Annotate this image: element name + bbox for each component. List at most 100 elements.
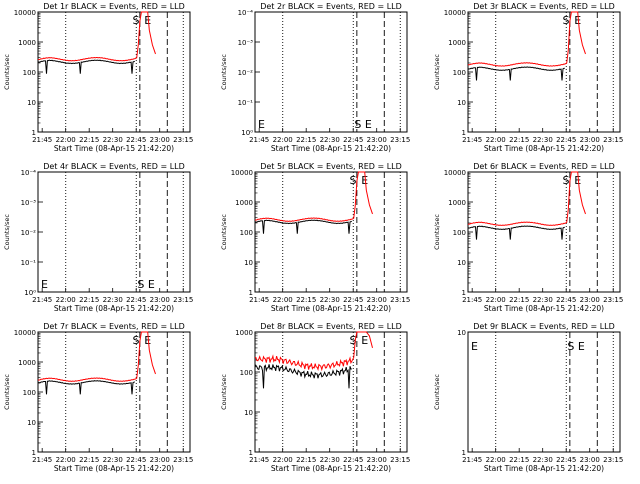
marker-end: E — [144, 334, 151, 347]
series-lld — [254, 331, 373, 372]
x-tick-label: 21:45 — [462, 456, 482, 464]
plot-frame — [254, 331, 408, 453]
x-tick-label: 22:00 — [486, 456, 506, 464]
panel-det-5: Det 5r BLACK = Events, RED = LLD 21:45 22:… — [220, 162, 410, 313]
series-lld — [37, 331, 156, 382]
series-lld — [467, 171, 586, 226]
marker-start-end: S E — [137, 278, 154, 291]
x-tick-label: 22:45 — [556, 136, 576, 144]
y-tick-label: 100 — [240, 369, 253, 377]
y-axis-label: Counts/sec — [433, 214, 441, 250]
marker-end: E — [361, 174, 368, 187]
x-tick-label: 23:00 — [367, 296, 387, 304]
y-tick-label: 100 — [240, 229, 253, 237]
x-tick-label: 21:45 — [462, 296, 482, 304]
x-tick-label: 23:15 — [173, 456, 193, 464]
x-tick-label: 22:30 — [533, 456, 553, 464]
y-tick-label: 10⁻¹ — [238, 99, 254, 107]
series-lld — [37, 11, 156, 62]
x-tick-label: 21:45 — [249, 296, 269, 304]
marker-start: S — [132, 14, 139, 27]
x-axis-label: Start Time (08-Apr-15 21:42:20) — [54, 304, 174, 313]
x-axis-label: Start Time (08-Apr-15 21:42:20) — [54, 464, 174, 473]
x-tick-label: 22:15 — [79, 136, 99, 144]
x-tick-label: 22:15 — [509, 456, 529, 464]
x-tick-label: 23:15 — [390, 296, 410, 304]
y-tick-label: 1 — [249, 289, 253, 297]
y-tick-label: 1000 — [235, 199, 253, 207]
x-tick-label: 22:00 — [56, 136, 76, 144]
panel-det-6: Det 6r BLACK = Events, RED = LLD 21:45 22:… — [433, 162, 623, 313]
series-events — [467, 225, 565, 240]
x-tick-label: 22:00 — [273, 136, 293, 144]
x-tick-label: 22:30 — [533, 136, 553, 144]
x-tick-label: 23:15 — [603, 296, 623, 304]
x-axis-label: Start Time (08-Apr-15 21:42:20) — [54, 144, 174, 153]
y-tick-label: 10000 — [231, 169, 253, 177]
panel-title: Det 1r BLACK = Events, RED = LLD — [43, 2, 185, 11]
x-tick-label: 22:00 — [56, 456, 76, 464]
y-tick-label: 1 — [462, 289, 466, 297]
panel-title: Det 7r BLACK = Events, RED = LLD — [43, 322, 185, 331]
panel-det-9: Det 9r BLACK = Events, RED = LLD 21:45 22:… — [433, 322, 623, 473]
marker-start-end: S E — [354, 118, 371, 131]
marker-end: E — [361, 334, 368, 347]
x-tick-label: 21:45 — [32, 456, 52, 464]
x-tick-label: 22:30 — [320, 136, 340, 144]
series-events — [254, 219, 352, 234]
panel-det-4: Det 4r BLACK = Events, RED = LLD 21:45 22:… — [3, 162, 193, 313]
y-tick-label: 100 — [453, 229, 466, 237]
y-tick-label: 10⁻⁴ — [238, 9, 254, 17]
series-events — [467, 66, 565, 81]
x-axis-label: Start Time (08-Apr-15 21:42:20) — [271, 464, 391, 473]
marker-end: E — [41, 278, 48, 291]
y-axis-label: Counts/sec — [3, 54, 11, 90]
y-tick-label: 1 — [462, 449, 466, 457]
y-tick-label: 10 — [457, 99, 466, 107]
x-tick-label: 23:00 — [150, 456, 170, 464]
y-axis-label: Counts/sec — [3, 214, 11, 250]
panel-title: Det 4r BLACK = Events, RED = LLD — [43, 162, 185, 171]
marker-start: S — [349, 174, 356, 187]
x-tick-label: 23:15 — [603, 136, 623, 144]
x-tick-label: 22:15 — [509, 296, 529, 304]
y-tick-label: 100 — [23, 389, 36, 397]
marker-end: E — [574, 174, 581, 187]
y-tick-label: 10 — [244, 259, 253, 267]
marker-start-end: S E — [567, 340, 584, 353]
x-tick-label: 22:30 — [103, 296, 123, 304]
y-tick-label: 1 — [462, 129, 466, 137]
marker-end: E — [471, 340, 478, 353]
plot-frame — [467, 331, 621, 453]
marker-start: S — [562, 174, 569, 187]
x-axis-label: Start Time (08-Apr-15 21:42:20) — [271, 304, 391, 313]
panel-title: Det 6r BLACK = Events, RED = LLD — [473, 162, 615, 171]
y-axis-label: Counts/sec — [3, 374, 11, 410]
y-tick-label: 10⁻² — [238, 69, 254, 77]
marker-end: E — [258, 118, 265, 131]
x-tick-label: 22:45 — [556, 456, 576, 464]
series-events — [37, 380, 135, 395]
y-tick-label: 10 — [27, 99, 36, 107]
x-tick-label: 22:45 — [126, 456, 146, 464]
x-tick-label: 22:00 — [56, 296, 76, 304]
y-tick-label: 10 — [244, 409, 253, 417]
y-tick-label: 10⁻¹ — [21, 259, 37, 267]
panel-det-3: Det 3r BLACK = Events, RED = LLD 21:45 22:… — [433, 2, 623, 153]
y-tick-label: 100 — [453, 69, 466, 77]
y-tick-label: 1 — [249, 449, 253, 457]
panel-title: Det 3r BLACK = Events, RED = LLD — [473, 2, 615, 11]
y-tick-label: 10⁰ — [241, 129, 253, 137]
x-tick-label: 22:45 — [556, 296, 576, 304]
y-tick-label: 1 — [32, 129, 36, 137]
x-tick-label: 21:45 — [32, 296, 52, 304]
y-tick-label: 10⁻² — [21, 229, 37, 237]
x-tick-label: 22:00 — [486, 136, 506, 144]
series-lld — [467, 11, 586, 67]
y-tick-label: 1000 — [448, 39, 466, 47]
y-tick-label: 10⁻⁴ — [21, 169, 37, 177]
x-tick-label: 22:30 — [320, 296, 340, 304]
x-tick-label: 23:00 — [580, 136, 600, 144]
y-tick-label: 10⁻³ — [21, 199, 37, 207]
x-tick-label: 22:15 — [296, 296, 316, 304]
